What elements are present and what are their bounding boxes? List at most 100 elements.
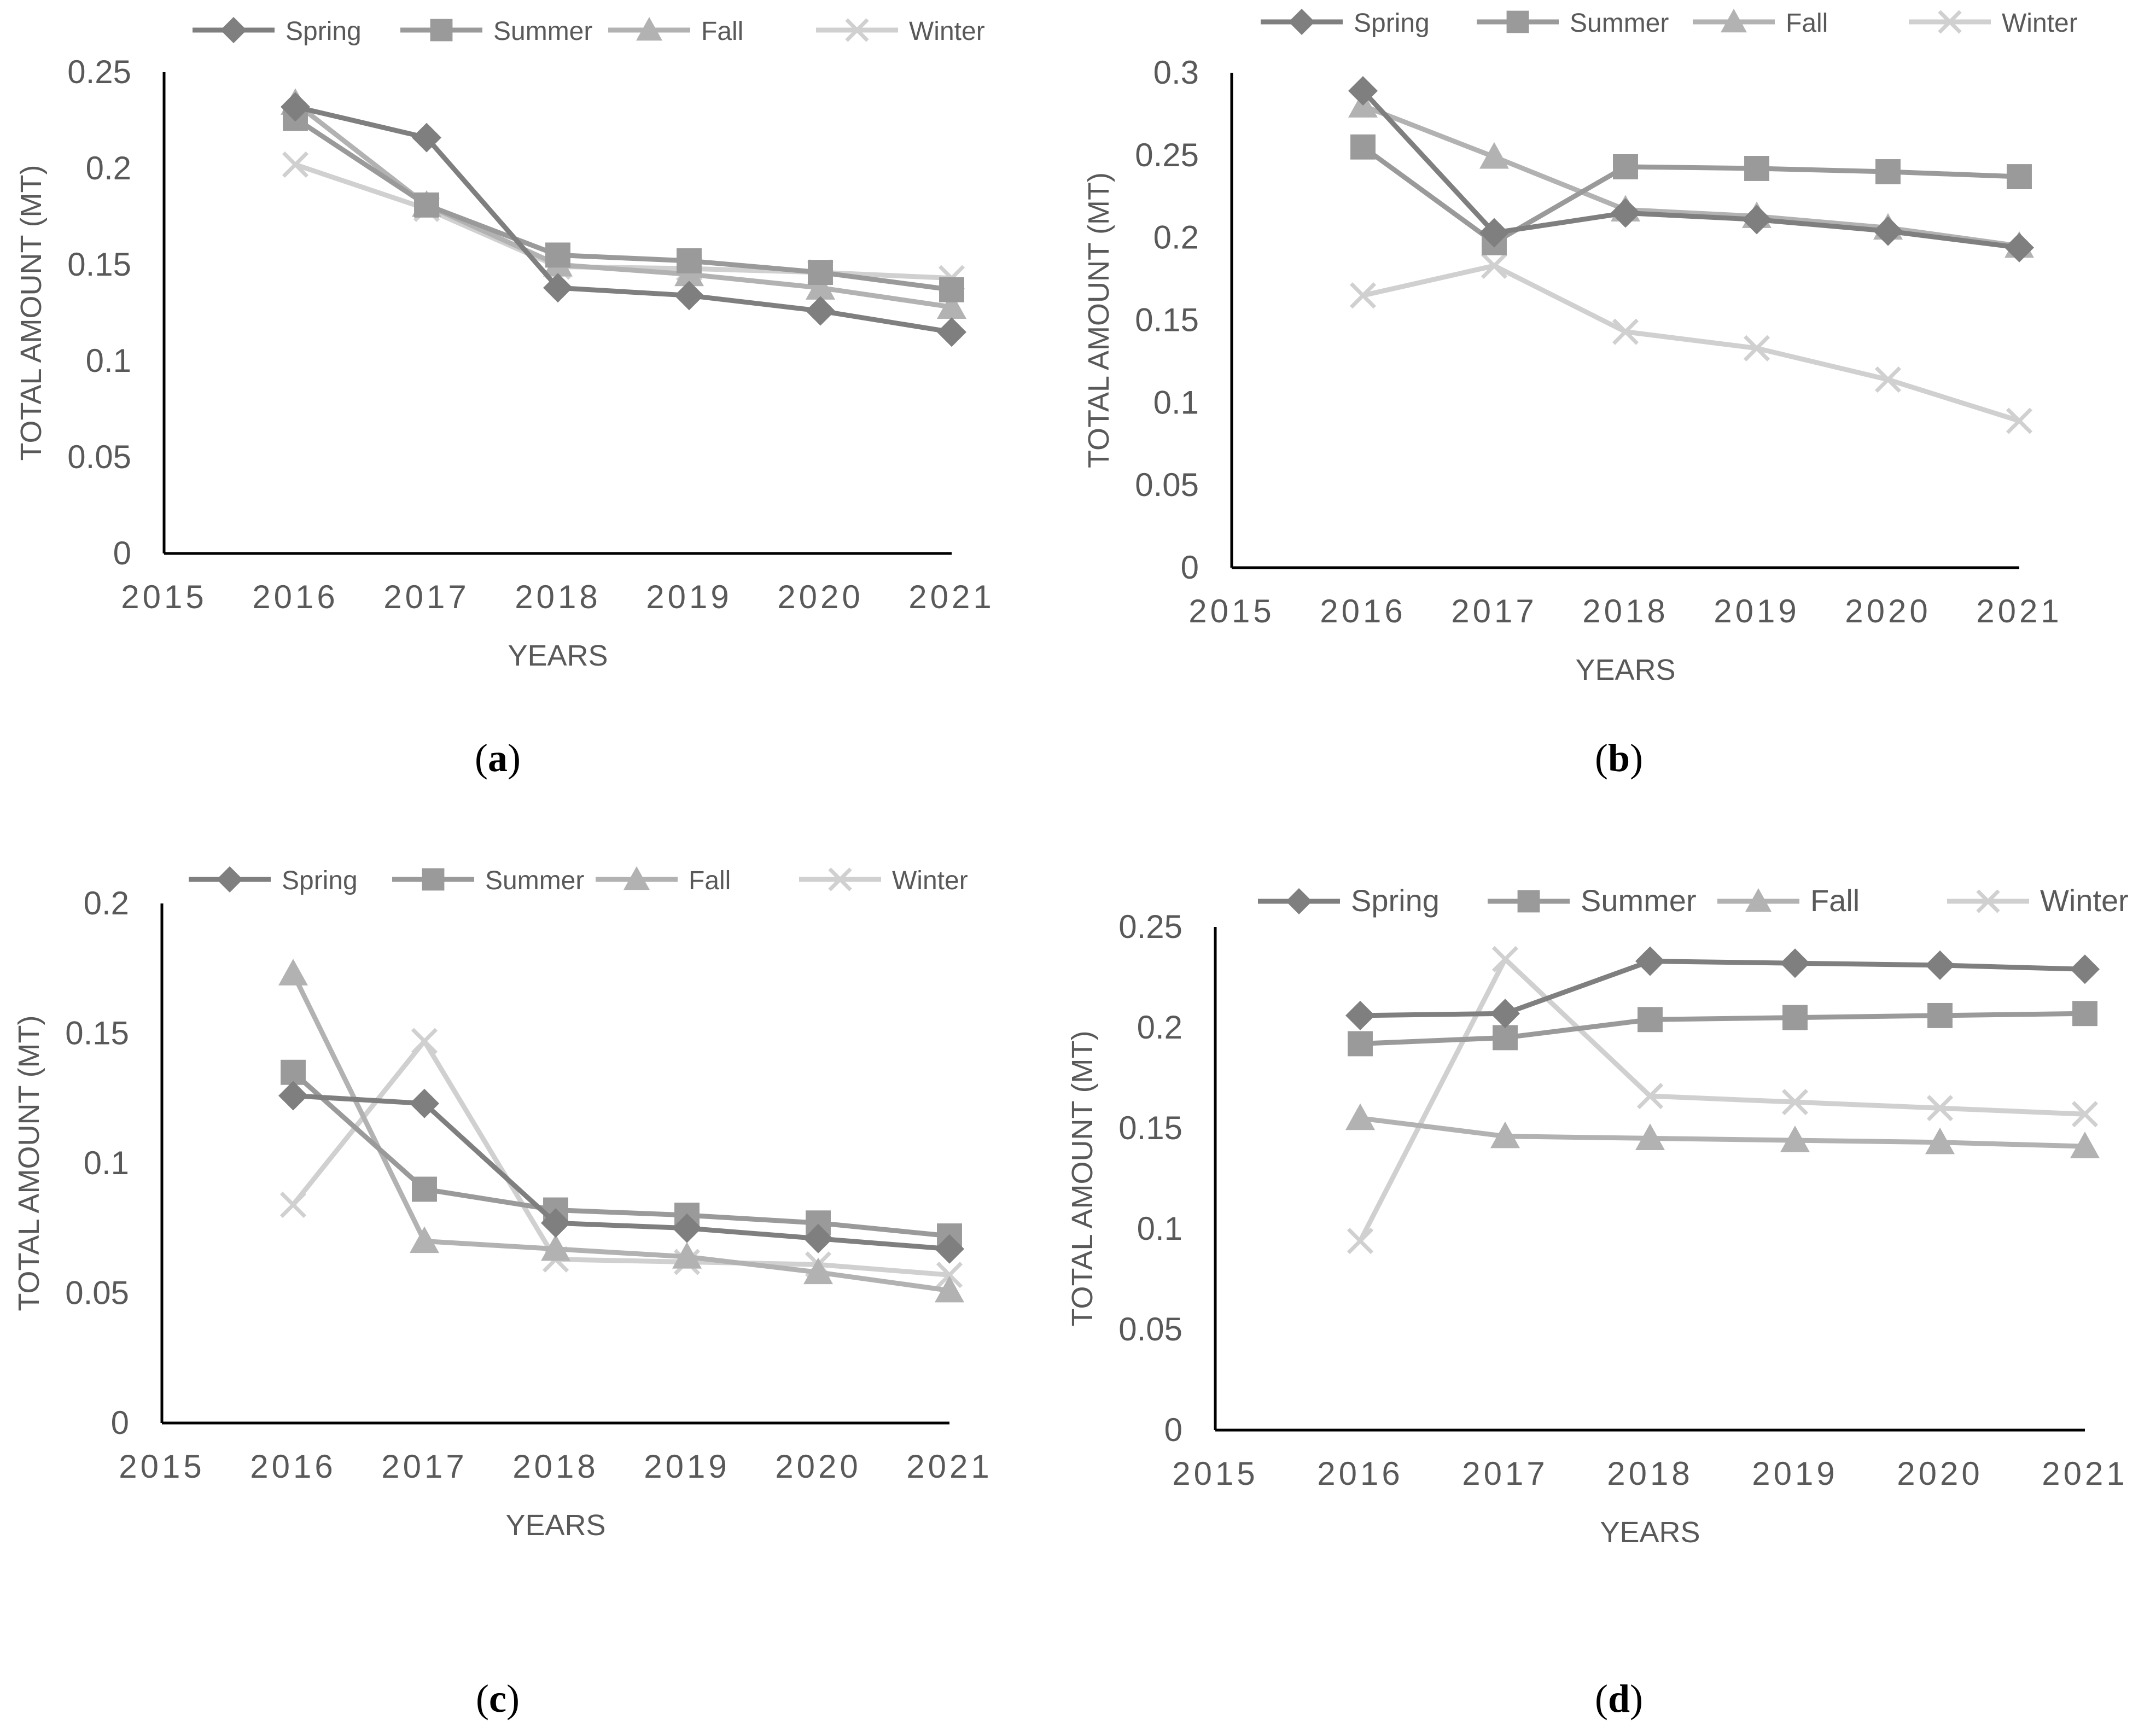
legend-label-winter: Winter xyxy=(909,17,985,46)
data-point-summer-2017 xyxy=(414,192,439,218)
series-line-summer xyxy=(294,116,952,293)
data-point-spring-2021 xyxy=(937,317,966,347)
data-point-summer-2018 xyxy=(1638,1007,1663,1033)
legend: Spring Summer Fall Winter xyxy=(193,17,985,46)
chart-svg-d: 0 0.05 0.1 0.15 0.2 0.25 2015 2016 2017 2018 2019 2… xyxy=(1066,883,2129,1549)
x-tick-label: 2017 xyxy=(1462,1455,1548,1492)
data-point-summer-2018 xyxy=(545,242,570,268)
data-point-spring-2018 xyxy=(1611,198,1640,228)
x-tick-label: 2019 xyxy=(1752,1455,1838,1492)
data-point-spring-2020 xyxy=(1873,216,1903,246)
data-point-spring-2017 xyxy=(1479,218,1509,248)
y-tick-label: 0 xyxy=(1164,1412,1182,1448)
data-point-fall-2019 xyxy=(672,1242,702,1269)
data-point-summer-2020 xyxy=(1927,1002,1953,1028)
data-point-spring-2018 xyxy=(543,273,573,303)
data-point-winter-2018 xyxy=(1636,1083,1664,1110)
data-point-fall-2020 xyxy=(806,273,835,300)
x-tick-label: 2016 xyxy=(1317,1455,1403,1492)
y-tick-label: 0.1 xyxy=(84,1145,129,1181)
series-line-spring xyxy=(1360,959,2085,1018)
y-axis-label: TOTAL AMOUNT (MT) xyxy=(1066,1030,1099,1326)
x-tick-label: 2020 xyxy=(777,579,863,615)
data-point-spring-2021 xyxy=(2005,232,2034,263)
legend-label-spring: Spring xyxy=(1351,883,1440,918)
series-spring xyxy=(281,92,966,347)
data-point-summer-2021 xyxy=(2072,1001,2097,1027)
data-point-spring-2019 xyxy=(672,1213,702,1243)
caption-d: (d) xyxy=(1594,1677,1643,1721)
x-tick-label: 2018 xyxy=(1582,593,1668,629)
data-point-summer-2020 xyxy=(808,260,833,285)
series-line-spring xyxy=(294,104,952,335)
legend-label-spring: Spring xyxy=(282,866,358,895)
x-tick-label: 2020 xyxy=(1845,593,1931,629)
y-tick-label: 0.2 xyxy=(86,150,131,186)
data-point-winter-2019 xyxy=(1781,1089,1809,1116)
x-tick-label: 2019 xyxy=(1714,593,1799,629)
legend-label-winter: Winter xyxy=(892,866,968,895)
series-line-summer xyxy=(1361,145,2020,246)
chart-panel-b: 0 0.05 0.1 0.15 0.2 0.25 0.3 2015 2016 2017 2018 20… xyxy=(1072,0,2155,711)
data-point-winter-2016 xyxy=(282,151,309,178)
data-point-fall-2017 xyxy=(1479,142,1509,169)
data-point-summer-2021 xyxy=(939,277,964,302)
series-summer xyxy=(281,1059,962,1249)
x-tick-label: 2019 xyxy=(646,579,732,615)
y-tick-label: 0.2 xyxy=(1137,1009,1182,1046)
y-tick-label: 0.2 xyxy=(1153,219,1199,256)
legend-marker-winter xyxy=(1976,889,2000,913)
x-axis-label: YEARS xyxy=(1575,654,1675,686)
legend-marker-winter xyxy=(1938,10,1962,34)
legend-marker-summer xyxy=(1517,890,1540,913)
x-tick-label: 2015 xyxy=(1188,593,1274,629)
data-point-spring-2019 xyxy=(674,281,704,311)
series-winter xyxy=(1349,252,2033,434)
x-tick-label: 2021 xyxy=(906,1448,992,1485)
y-tick-label: 0.25 xyxy=(67,54,131,90)
data-point-winter-2018 xyxy=(1612,318,1639,345)
data-point-winter-2016 xyxy=(1347,1228,1374,1255)
data-point-winter-2017 xyxy=(411,1028,438,1054)
data-point-winter-2020 xyxy=(1926,1095,1954,1122)
data-point-fall-2020 xyxy=(1925,1127,1955,1154)
series-line-spring xyxy=(1361,89,2020,250)
series-spring xyxy=(1345,946,2100,1030)
data-point-summer-2020 xyxy=(1875,159,1901,184)
data-point-spring-2021 xyxy=(2070,954,2100,984)
x-tick-label: 2015 xyxy=(121,579,207,615)
legend-marker-fall xyxy=(636,17,662,41)
legend-marker-spring xyxy=(1289,9,1315,35)
series-line-winter xyxy=(1357,957,2085,1243)
x-tick-label: 2018 xyxy=(512,1448,598,1485)
chart-panel-d: 0 0.05 0.1 0.15 0.2 0.25 2015 2016 2017 2018 2019 2… xyxy=(1066,853,2155,1564)
caption-c: (c) xyxy=(476,1677,520,1721)
y-axis-label: TOTAL AMOUNT (MT) xyxy=(13,1015,45,1311)
x-tick-label: 2020 xyxy=(775,1448,861,1485)
data-point-winter-2021 xyxy=(936,1262,963,1288)
data-point-fall-2017 xyxy=(410,1226,439,1253)
x-axis-label: YEARS xyxy=(1600,1516,1700,1549)
y-tick-label: 0.15 xyxy=(1135,302,1199,339)
data-point-winter-2019 xyxy=(1743,335,1770,361)
y-tick-label: 0.05 xyxy=(65,1275,129,1311)
data-point-fall-2021 xyxy=(935,1275,964,1303)
y-tick-label: 0.1 xyxy=(1137,1210,1182,1247)
legend-marker-summer xyxy=(1506,10,1529,33)
legend: Spring Summer Fall Winter xyxy=(1258,883,2129,918)
chart-panel-a: 0 0.05 0.1 0.15 0.2 0.25 2015 2016 2017 2018 2019 2… xyxy=(0,0,1050,711)
y-tick-label: 0 xyxy=(1181,549,1199,586)
x-tick-label: 2021 xyxy=(2042,1455,2128,1492)
legend-label-fall: Fall xyxy=(1810,883,1860,918)
series-line-winter xyxy=(1362,263,2020,423)
legend-marker-spring xyxy=(220,17,247,43)
series-line-summer xyxy=(292,1070,950,1239)
y-tick-label: 0.15 xyxy=(1118,1110,1182,1146)
legend-marker-summer xyxy=(422,868,445,891)
legend-label-summer: Summer xyxy=(1570,9,1669,38)
data-point-summer-2021 xyxy=(2007,164,2032,189)
data-point-spring-2016 xyxy=(281,92,310,122)
x-tick-label: 2020 xyxy=(1897,1455,1983,1492)
series-summer xyxy=(283,106,964,302)
series-fall xyxy=(1345,1103,2100,1158)
